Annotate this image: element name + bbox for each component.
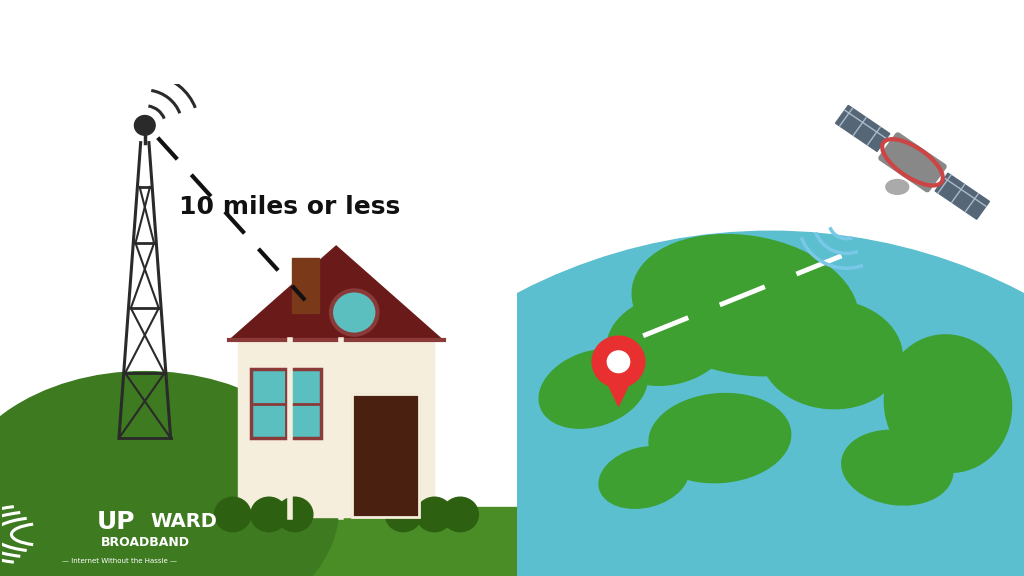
Circle shape bbox=[592, 336, 645, 388]
Bar bbox=[238, 340, 434, 517]
Ellipse shape bbox=[0, 372, 339, 576]
FancyBboxPatch shape bbox=[935, 173, 989, 219]
Text: BROADBAND: BROADBAND bbox=[101, 536, 190, 549]
Ellipse shape bbox=[540, 350, 647, 428]
Bar bbox=[351, 394, 419, 517]
Ellipse shape bbox=[649, 393, 791, 483]
Text: WARD: WARD bbox=[151, 513, 217, 532]
Ellipse shape bbox=[842, 430, 952, 505]
Circle shape bbox=[331, 290, 378, 335]
Text: 10 miles or less: 10 miles or less bbox=[179, 195, 400, 219]
Polygon shape bbox=[285, 295, 388, 340]
Bar bbox=[0, 507, 517, 576]
Ellipse shape bbox=[599, 447, 688, 508]
FancyBboxPatch shape bbox=[836, 105, 890, 151]
Text: Over 22,000 miles: Over 22,000 miles bbox=[543, 153, 827, 181]
Bar bbox=[0, 497, 310, 576]
Circle shape bbox=[215, 497, 251, 532]
Circle shape bbox=[251, 497, 287, 532]
FancyBboxPatch shape bbox=[879, 133, 946, 192]
Circle shape bbox=[239, 232, 1024, 576]
Circle shape bbox=[417, 497, 453, 532]
Circle shape bbox=[276, 497, 313, 532]
Polygon shape bbox=[603, 374, 634, 406]
Bar bbox=[251, 369, 321, 438]
Polygon shape bbox=[230, 246, 442, 340]
Ellipse shape bbox=[632, 234, 858, 376]
Ellipse shape bbox=[885, 335, 1012, 472]
Bar bbox=[251, 369, 321, 438]
Text: UP: UP bbox=[96, 510, 135, 534]
Bar bbox=[351, 394, 419, 517]
Circle shape bbox=[607, 351, 630, 373]
Circle shape bbox=[442, 497, 478, 532]
Circle shape bbox=[385, 497, 422, 532]
Bar bbox=[292, 259, 319, 313]
Ellipse shape bbox=[761, 300, 902, 409]
Text: — Internet Without the Hassle —: — Internet Without the Hassle — bbox=[62, 558, 177, 564]
Text: Fixed Wireless Internet vs Satellite Internet: Fixed Wireless Internet vs Satellite Int… bbox=[0, 24, 1024, 66]
Ellipse shape bbox=[607, 294, 731, 385]
Ellipse shape bbox=[886, 180, 908, 194]
Circle shape bbox=[134, 116, 156, 135]
